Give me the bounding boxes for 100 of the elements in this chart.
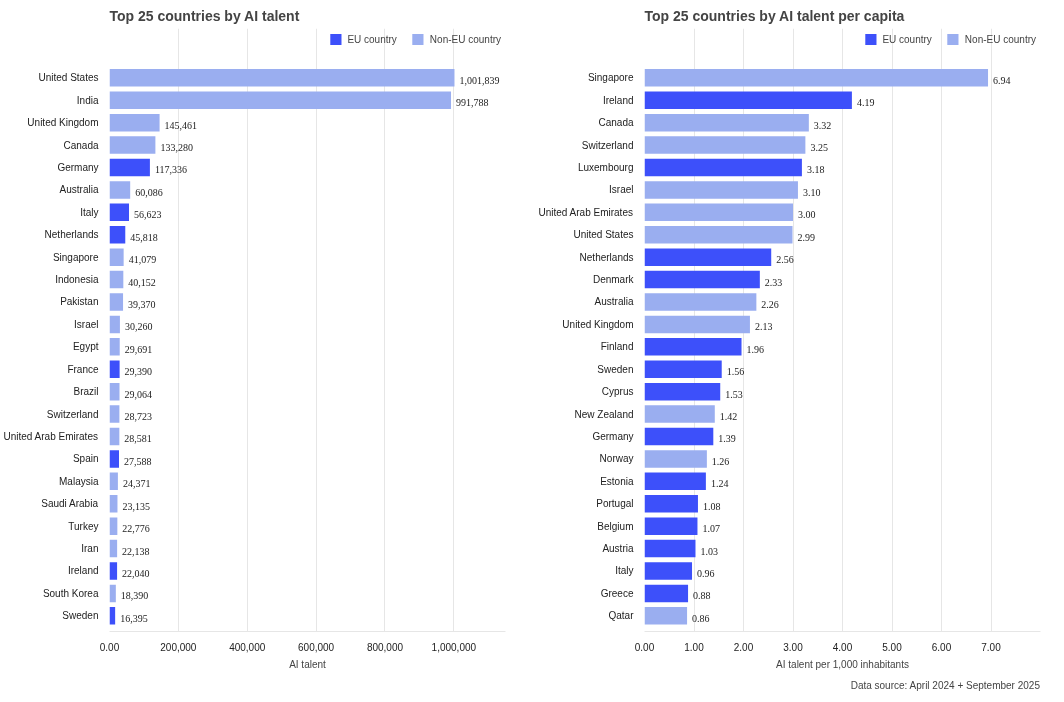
bar (109, 158, 150, 177)
bar (109, 181, 131, 199)
bar (109, 248, 124, 266)
source-note: Data source: April 2024 + September 2025 (850, 679, 1041, 691)
data-label: 1.26 (711, 455, 730, 467)
data-label: 2.56 (776, 254, 794, 266)
data-label: 133,280 (160, 142, 193, 154)
y-tick-label: Brazil (73, 386, 99, 398)
data-label: 1.96 (746, 343, 765, 355)
y-tick-label: United Kingdom (562, 318, 634, 330)
x-tick-label: 1.00 (684, 641, 705, 653)
x-axis-title: AI talent (289, 658, 327, 670)
y-tick-label: Qatar (608, 610, 635, 622)
y-tick-label: Australia (594, 296, 634, 308)
data-label: 2.13 (754, 321, 773, 333)
data-label: 6.94 (993, 74, 1011, 86)
data-label: 1.56 (726, 366, 745, 378)
chart-title: Top 25 countries by AI talent per capita (644, 7, 905, 24)
bar (644, 382, 721, 401)
y-tick-label: Australia (59, 184, 99, 196)
data-label: 22,040 (122, 567, 150, 579)
bar (644, 405, 715, 423)
bar (109, 225, 126, 244)
y-tick-label: Estonia (600, 475, 634, 487)
bar (109, 584, 116, 603)
bar (109, 136, 156, 154)
data-label: 1.08 (702, 500, 721, 512)
x-tick-label: 4.00 (832, 641, 853, 653)
data-label: 0.96 (697, 567, 715, 579)
data-label: 1.53 (725, 388, 743, 400)
bar (109, 203, 129, 222)
data-label: 60,086 (135, 186, 163, 198)
bar (109, 113, 160, 132)
data-label: 16,395 (120, 612, 148, 624)
y-tick-label: Saudi Arabia (41, 498, 99, 510)
y-tick-label: South Korea (42, 587, 99, 599)
data-label: 22,776 (122, 523, 150, 535)
bar (644, 517, 698, 535)
x-tick-label: 2.00 (733, 641, 754, 653)
data-label: 1.24 (710, 478, 729, 490)
y-tick-label: United States (573, 229, 634, 241)
data-label: 991,788 (456, 97, 489, 109)
bar (109, 69, 455, 87)
bar (644, 360, 722, 378)
data-label: 29,064 (124, 388, 153, 400)
x-tick-label: 400,000 (229, 641, 266, 653)
y-tick-label: Portugal (596, 498, 634, 510)
y-tick-label: Israel (74, 318, 99, 330)
data-label: 0.88 (693, 590, 711, 602)
y-tick-label: United Arab Emirates (3, 430, 98, 442)
bar (644, 450, 707, 468)
data-label: 0.86 (692, 612, 710, 624)
data-label: 27,588 (124, 455, 152, 467)
bar (109, 450, 119, 468)
bar (109, 562, 118, 580)
x-tick-label: 600,000 (298, 641, 335, 653)
bar (109, 607, 116, 625)
bar (644, 315, 750, 334)
data-label: 117,336 (154, 164, 188, 176)
x-tick-label: 6.00 (931, 641, 952, 653)
bar (644, 427, 714, 446)
data-label: 28,581 (124, 433, 152, 445)
bar (644, 203, 793, 222)
bar (644, 69, 989, 87)
bar (644, 113, 809, 132)
bar (109, 472, 118, 491)
data-label: 3.25 (810, 142, 828, 154)
data-label: 1,001,839 (459, 74, 500, 86)
y-tick-label: Belgium (597, 520, 634, 532)
bar (644, 91, 852, 109)
y-tick-label: Italy (80, 206, 99, 218)
bar (644, 338, 742, 356)
y-tick-label: United Arab Emirates (538, 206, 633, 218)
data-label: 18,390 (120, 590, 149, 602)
y-tick-label: Denmark (592, 274, 635, 286)
data-label: 2.33 (764, 276, 783, 288)
y-tick-label: Ireland (602, 94, 634, 106)
x-tick-label: 200,000 (160, 641, 197, 653)
data-label: 3.00 (798, 209, 816, 221)
y-tick-label: United States (38, 72, 99, 84)
bar (109, 293, 124, 311)
data-label: 1.42 (719, 411, 738, 423)
bar (109, 405, 120, 423)
data-label: 41,079 (128, 254, 157, 266)
x-tick-label: 0.00 (99, 641, 120, 653)
y-tick-label: Sweden (62, 610, 99, 622)
bar (109, 91, 452, 109)
data-label: 22,138 (122, 545, 150, 557)
data-label: 145,461 (164, 119, 198, 131)
y-tick-label: Netherlands (44, 229, 99, 241)
x-tick-label: 800,000 (366, 641, 404, 653)
data-label: 45,818 (130, 231, 158, 243)
y-tick-label: Norway (599, 453, 634, 465)
bar (644, 562, 693, 580)
bar (644, 158, 802, 177)
data-label: 30,260 (124, 321, 153, 333)
bar (109, 517, 118, 535)
y-tick-label: Switzerland (46, 408, 99, 420)
data-label: 56,623 (134, 209, 162, 221)
bar (644, 584, 689, 603)
